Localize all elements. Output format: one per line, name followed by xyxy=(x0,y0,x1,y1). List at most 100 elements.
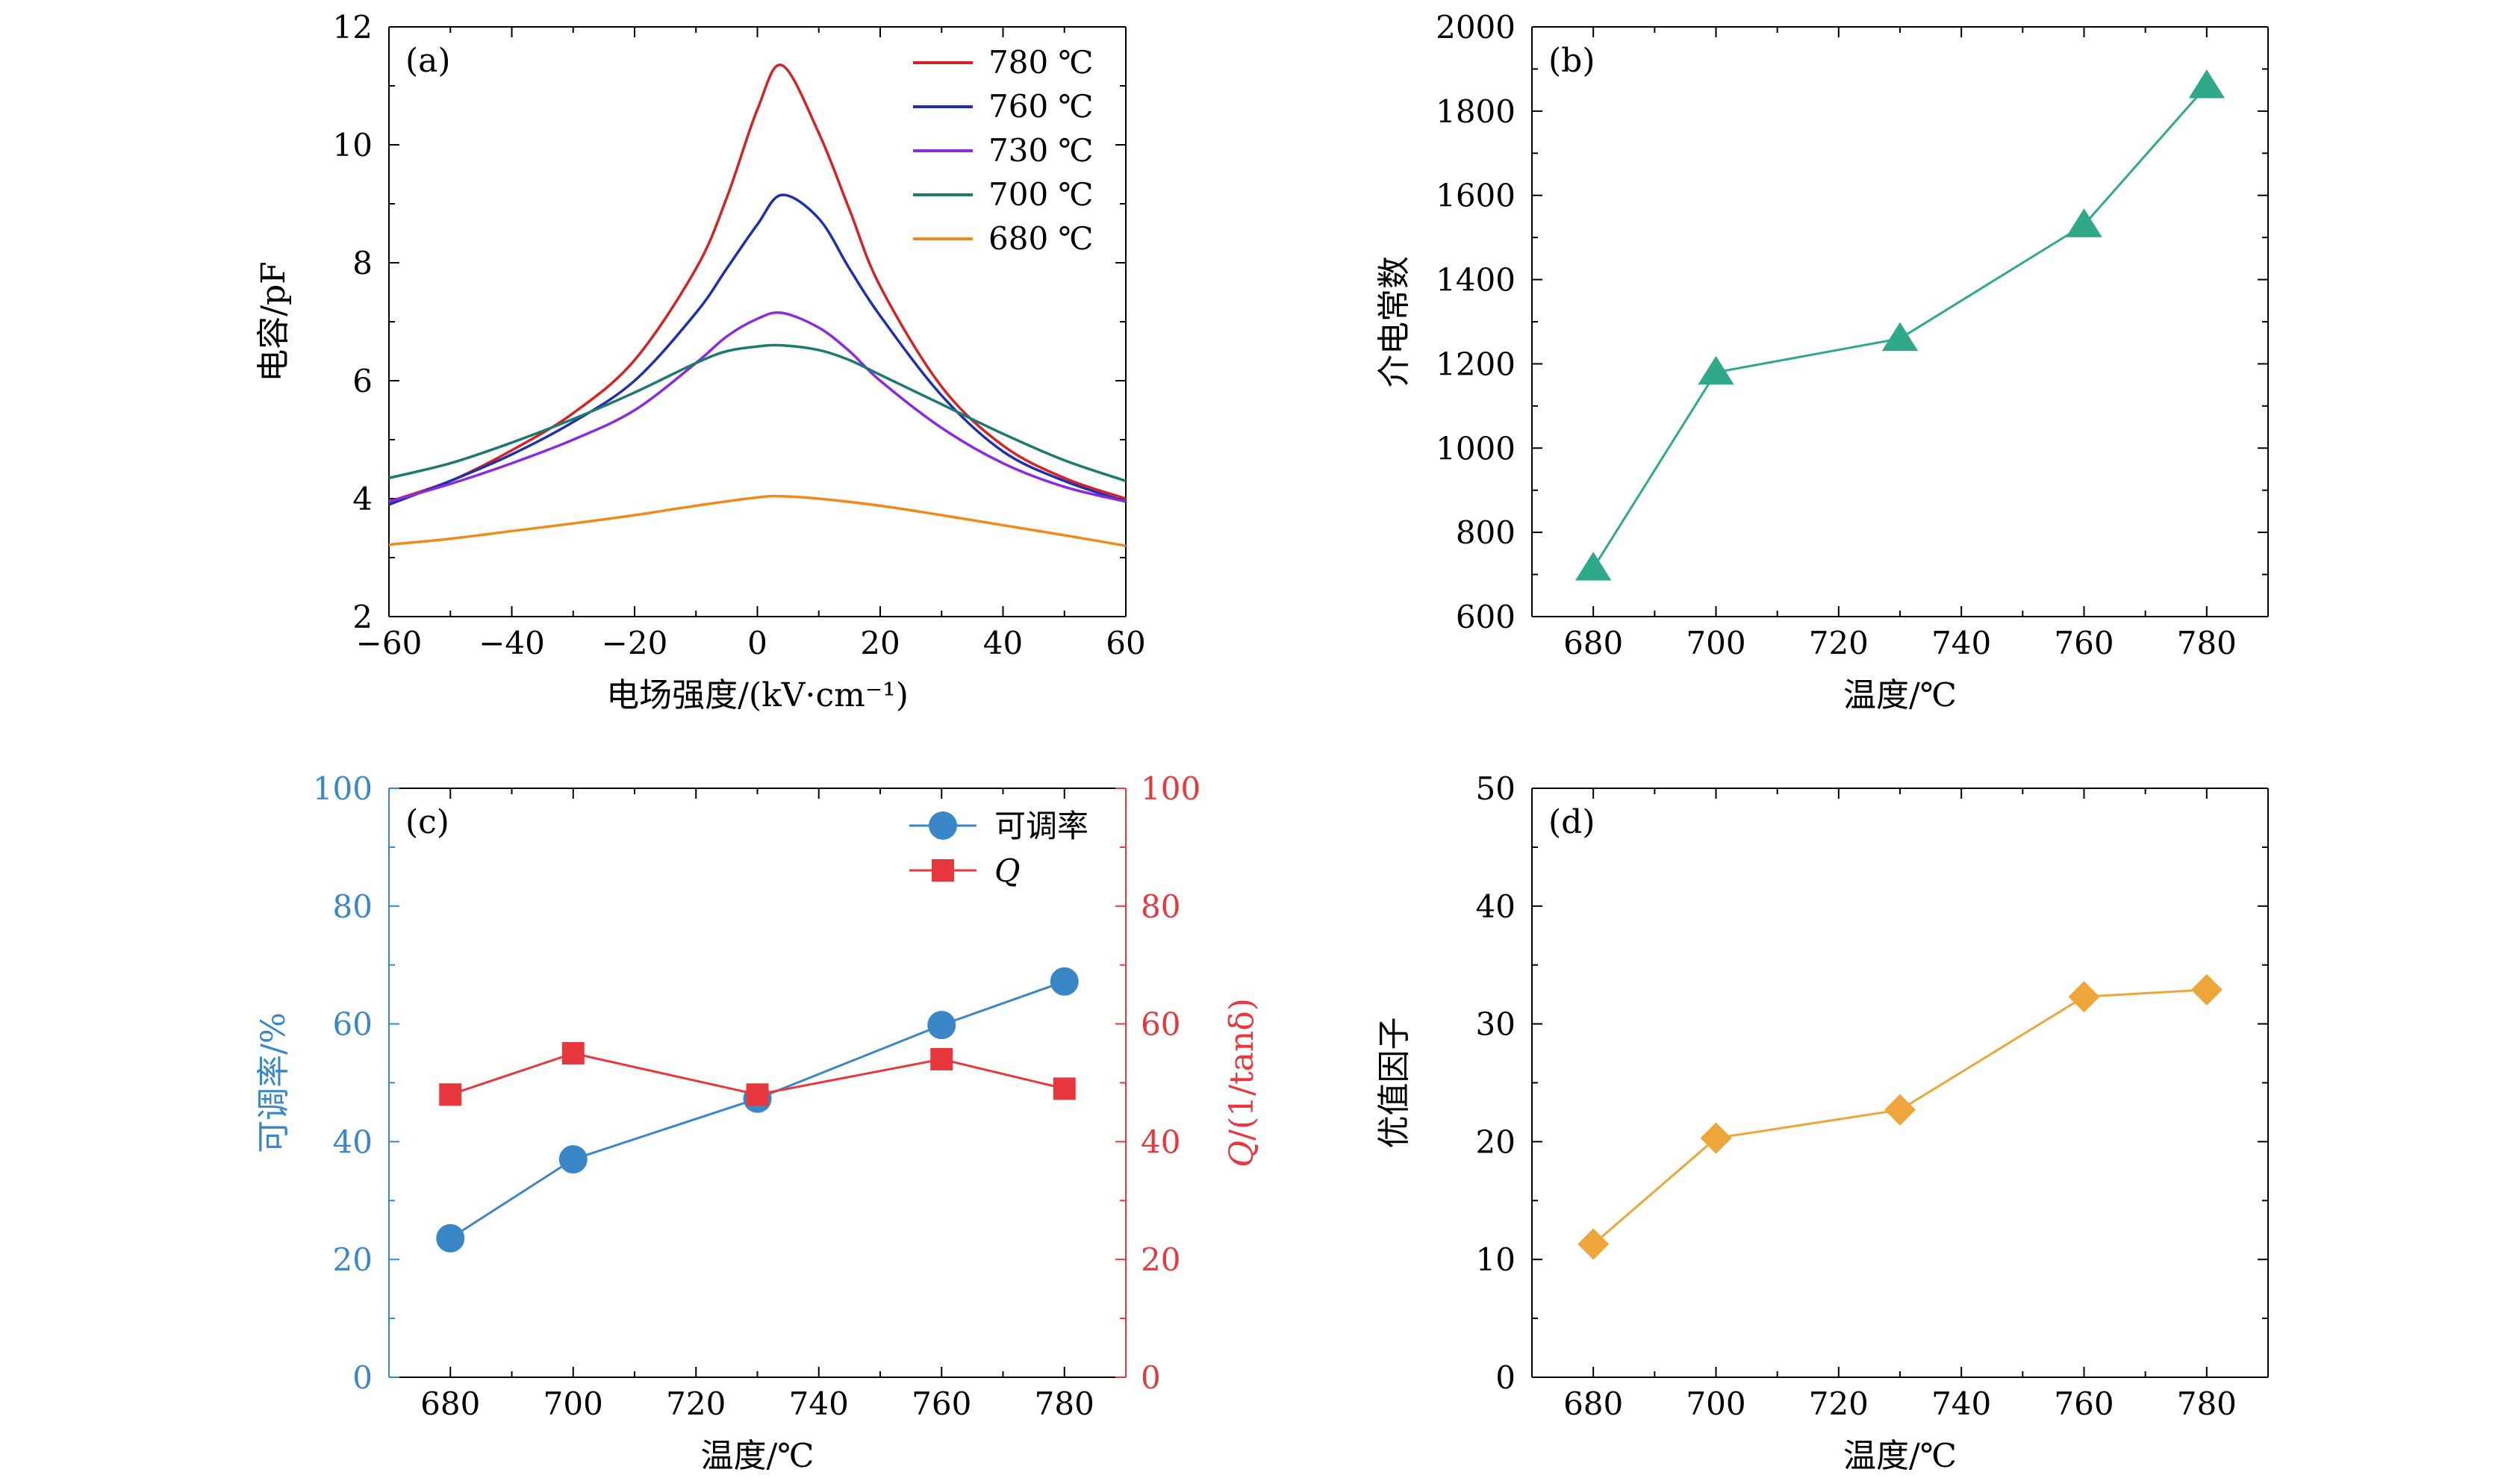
x-tick-label: 40 xyxy=(983,625,1023,661)
x-tick-label: −20 xyxy=(602,625,668,661)
x-axis-label: 温度/℃ xyxy=(1843,676,1957,714)
data-point xyxy=(561,1042,585,1065)
data-point xyxy=(1050,967,1079,996)
legend-label: 730 ℃ xyxy=(988,132,1094,169)
data-point xyxy=(2068,981,2100,1013)
data-point xyxy=(1577,1228,1610,1260)
y-right-tick-label: 80 xyxy=(1141,888,1180,925)
panel-label: (b) xyxy=(1548,42,1595,80)
y-tick-label: 60 xyxy=(333,1006,373,1043)
data-point xyxy=(930,1047,953,1070)
y-tick-label: 12 xyxy=(333,9,373,46)
chart-panel-b: 680 700 720 740 760 780 600 800 1000 1200 1400 1600… xyxy=(1375,9,2269,714)
x-tick-label: 760 xyxy=(2054,625,2114,661)
y-tick-label: 1800 xyxy=(1436,93,1516,130)
series-line-0 xyxy=(388,63,1127,503)
y-tick-label: 0 xyxy=(352,1359,373,1396)
y-tick-label: 10 xyxy=(1476,1241,1516,1278)
y-tick-label: 30 xyxy=(1476,1006,1516,1043)
x-tick-label: 760 xyxy=(912,1385,971,1422)
data-point xyxy=(1053,1077,1076,1100)
y-tick-label: 40 xyxy=(333,1123,373,1160)
data-point xyxy=(558,1145,588,1174)
y-tick-label: 1600 xyxy=(1436,178,1516,214)
x-tick-label: 740 xyxy=(1931,1385,1991,1422)
data-point xyxy=(1700,1122,1732,1154)
series-line-3 xyxy=(388,343,1127,482)
y-axis-label: 可调率/% xyxy=(255,1012,293,1153)
y-tick-label: 1200 xyxy=(1436,346,1516,382)
x-tick-label: 720 xyxy=(1809,625,1869,661)
x-axis-label: 电场强度/(kV·cm⁻¹) xyxy=(606,676,909,714)
y-tick-label: 0 xyxy=(1495,1359,1516,1396)
x-tick-label: 720 xyxy=(1809,1385,1869,1422)
panel-label: (d) xyxy=(1548,803,1595,841)
y-tick-label: 10 xyxy=(333,127,373,163)
series-line-1 xyxy=(388,193,1127,506)
legend-label: 760 ℃ xyxy=(988,88,1094,125)
x-tick-label: 60 xyxy=(1106,625,1145,661)
y-tick-label: 50 xyxy=(1476,770,1516,807)
y-tick-label: 6 xyxy=(352,363,373,399)
y-axis-label: 电容/pF xyxy=(255,261,293,382)
chart-panel-c: 680 700 720 740 760 780 0 20 40 60 80 100 0 20 40 60 80 1… xyxy=(255,770,1261,1475)
data-point xyxy=(1698,355,1734,385)
y-tick-label: 80 xyxy=(333,888,373,925)
panel-label: (c) xyxy=(405,803,449,841)
data-point xyxy=(927,1011,956,1040)
y-tick-label: 8 xyxy=(352,245,373,281)
y-tick-label: 20 xyxy=(333,1241,373,1278)
x-tick-label: 700 xyxy=(1686,625,1745,661)
y-tick-label: 2000 xyxy=(1436,9,1516,46)
x-tick-label: 700 xyxy=(543,1385,603,1422)
panel-label: (a) xyxy=(405,42,451,80)
x-tick-label: 780 xyxy=(2177,625,2237,661)
y-axis-label: 介电常数 xyxy=(1375,256,1413,387)
x-axis-label: 温度/℃ xyxy=(1843,1437,1957,1475)
legend-label: Q xyxy=(994,852,1020,889)
series-line-4 xyxy=(388,494,1127,547)
y-right-tick-label: 40 xyxy=(1141,1123,1180,1160)
legend-marker xyxy=(932,859,954,882)
legend-label: 780 ℃ xyxy=(988,44,1094,81)
y-tick-label: 40 xyxy=(1476,888,1516,925)
x-tick-label: 740 xyxy=(789,1385,849,1422)
x-tick-label: 780 xyxy=(2177,1385,2237,1422)
x-axis-label: 温度/℃ xyxy=(700,1437,814,1475)
data-point xyxy=(1575,552,1612,581)
x-tick-label: 700 xyxy=(1686,1385,1745,1422)
y-tick-label: 800 xyxy=(1456,514,1516,551)
y-right-axis-label-unit: /(1/tanδ) xyxy=(1223,998,1261,1141)
x-tick-label: 780 xyxy=(1035,1385,1094,1422)
y-tick-label: 600 xyxy=(1456,599,1516,635)
legend-marker xyxy=(929,811,957,840)
y-tick-label: 4 xyxy=(352,481,373,517)
x-tick-label: 760 xyxy=(2054,1385,2114,1422)
x-tick-label: 720 xyxy=(666,1385,726,1422)
y-tick-label: 100 xyxy=(313,770,373,807)
y-right-axis-label: Q/(1/tanδ) xyxy=(1223,998,1261,1167)
legend-label: 700 ℃ xyxy=(988,176,1094,213)
y-right-tick-label: 0 xyxy=(1141,1359,1161,1396)
y-axis-label: 优值因子 xyxy=(1375,1017,1413,1149)
y-right-axis-label-symbol: Q xyxy=(1223,1141,1261,1167)
legend-label: 可调率 xyxy=(994,808,1088,844)
data-point xyxy=(439,1083,462,1106)
y-tick-label: 1400 xyxy=(1436,262,1516,299)
chart-panel-d: 680 700 720 740 760 780 0 10 20 30 40 50 温度/℃ 优值因子 (d) xyxy=(1375,770,2269,1475)
data-point xyxy=(2188,69,2226,99)
y-right-tick-label: 60 xyxy=(1141,1006,1180,1043)
x-tick-label: 680 xyxy=(1563,1385,1623,1422)
x-tick-label: 20 xyxy=(860,625,900,661)
chart-panel-a: −60 −40 −20 0 20 40 60 2 4 6 8 10 12 电场强度/(kV·cm⁻¹) 电容… xyxy=(255,9,1146,714)
data-point xyxy=(2066,208,2102,237)
data-point xyxy=(1881,322,1919,352)
legend-label: 680 ℃ xyxy=(988,220,1094,257)
y-right-tick-label: 20 xyxy=(1141,1241,1180,1278)
x-tick-label: −40 xyxy=(479,625,545,661)
y-tick-label: 20 xyxy=(1476,1123,1516,1160)
y-tick-label: 1000 xyxy=(1436,430,1516,467)
x-tick-label: 680 xyxy=(420,1385,480,1422)
series-line-2 xyxy=(388,311,1127,503)
